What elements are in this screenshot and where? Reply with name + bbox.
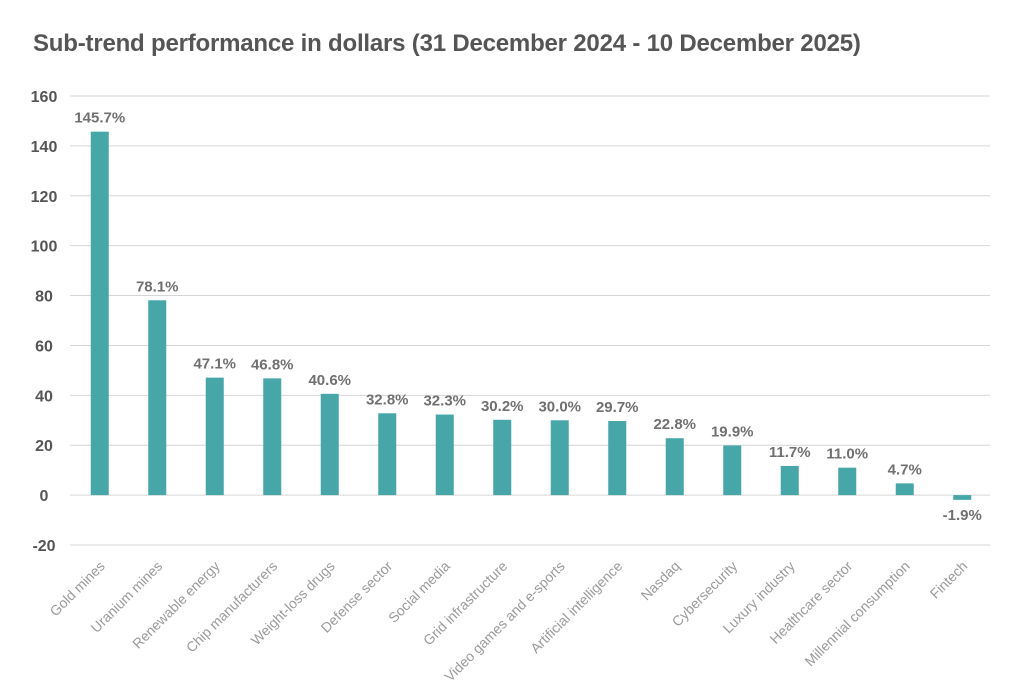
bar xyxy=(895,483,914,496)
y-axis-ticks: -20 0 20 40 60 80 100 120 140 160 xyxy=(31,89,58,555)
bar xyxy=(90,131,109,496)
data-label: 11.0% xyxy=(826,446,868,463)
x-tick-label: Millennial consumption xyxy=(801,558,912,669)
bar xyxy=(435,414,454,496)
y-tick-label: 60 xyxy=(35,338,53,355)
data-label: 22.8% xyxy=(653,416,696,433)
x-tick-label: Video games and e-sports xyxy=(441,558,568,685)
bar xyxy=(493,419,512,496)
bar xyxy=(953,495,972,500)
bar xyxy=(550,420,569,496)
y-tick-label: 120 xyxy=(31,189,58,206)
data-labels: 145.7% 78.1% 47.1% 46.8% 40.6% 32.8% 32.3% 30.2… xyxy=(74,110,982,524)
bar xyxy=(263,378,282,496)
y-tick-label: 0 xyxy=(40,488,49,505)
data-label: 78.1% xyxy=(136,278,179,295)
x-tick-label: Gold mines xyxy=(46,558,107,619)
y-tick-label: 160 xyxy=(31,89,58,106)
bar xyxy=(320,393,339,496)
data-label: 40.6% xyxy=(308,372,351,389)
bar xyxy=(205,377,224,496)
data-label: 30.0% xyxy=(538,398,581,415)
y-tick-label: -20 xyxy=(32,538,55,555)
y-tick-label: 140 xyxy=(31,139,58,156)
data-label: 145.7% xyxy=(74,110,125,127)
y-tick-label: 100 xyxy=(31,239,58,256)
y-tick-label: 20 xyxy=(35,438,53,455)
bars xyxy=(90,131,972,500)
data-label: 29.7% xyxy=(596,399,639,416)
x-tick-label: Nasdaq xyxy=(637,558,682,603)
data-label: 19.9% xyxy=(711,423,754,440)
data-label: 46.8% xyxy=(251,356,294,373)
data-label: 4.7% xyxy=(888,461,922,478)
bar xyxy=(148,300,167,496)
chart-title: Sub-trend performance in dollars (31 Dec… xyxy=(33,30,861,57)
data-label: 11.7% xyxy=(769,444,811,461)
bar xyxy=(780,465,799,496)
bar xyxy=(723,445,742,496)
data-label: 32.8% xyxy=(366,391,409,408)
data-label: 32.3% xyxy=(423,393,466,410)
bar xyxy=(608,421,627,496)
y-tick-label: 40 xyxy=(35,388,53,405)
data-label: -1.9% xyxy=(943,507,982,524)
x-tick-label: Fintech xyxy=(927,558,971,602)
data-label: 30.2% xyxy=(481,398,524,415)
data-label: 47.1% xyxy=(193,356,236,373)
bar xyxy=(665,438,684,496)
bar xyxy=(378,413,397,496)
bar xyxy=(838,467,857,496)
y-tick-label: 80 xyxy=(35,289,53,306)
